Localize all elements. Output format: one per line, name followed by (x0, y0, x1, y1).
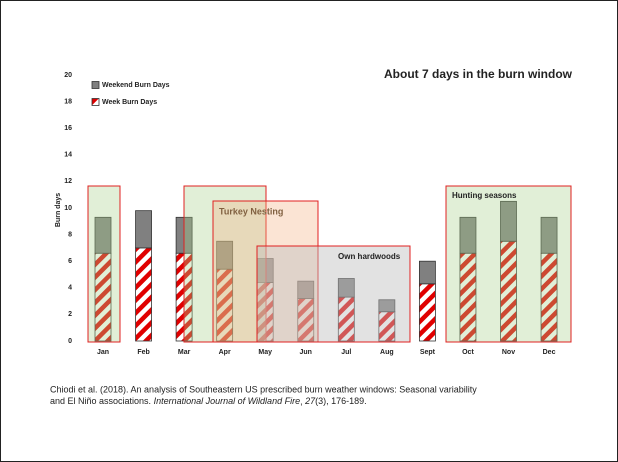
citation: Chiodi et al. (2018). An analysis of Sou… (50, 384, 477, 394)
citation-part: (3), 176-189. (315, 396, 367, 406)
x-tick-label: Feb (137, 349, 149, 356)
y-tick-label: 14 (64, 152, 72, 159)
annotation: Turkey Nesting (219, 206, 283, 216)
citation: and El Niño associations. International … (50, 396, 367, 406)
turkey-box (212, 200, 319, 343)
legend-swatch (91, 98, 100, 106)
bar-segment (418, 283, 436, 342)
y-tick-label: 20 (64, 72, 72, 79)
y-tick-label: 16 (64, 125, 72, 132)
x-tick-label: Sept (420, 349, 436, 356)
hunting-box (445, 185, 572, 343)
y-tick-label: 8 (68, 231, 72, 238)
x-tick-label: Nov (502, 349, 515, 356)
bar-segment (500, 200, 517, 242)
hardwoods-box (256, 245, 411, 343)
legend-swatch (91, 81, 100, 89)
x-tick-label: Apr (219, 349, 231, 356)
y-tick-label: 18 (64, 98, 72, 105)
y-tick-label: 10 (64, 205, 72, 212)
plot (94, 200, 558, 342)
bar-segment (418, 260, 436, 285)
bar-segment (94, 216, 112, 254)
chart-title: About 7 days in the burn window (384, 67, 573, 81)
x-tick-label: Jun (300, 349, 312, 356)
annotation-boxes (87, 185, 572, 343)
legend-label: Week Burn Days (102, 99, 157, 106)
season-box (87, 185, 121, 343)
legend-label: Weekend Burn Days (102, 82, 170, 89)
bar-segment (135, 247, 152, 342)
annotation: Own hardwoods (338, 252, 401, 261)
bar-segment (135, 210, 152, 249)
bar-segment (297, 280, 315, 299)
y-tick-label: 4 (68, 285, 72, 292)
x-tick-label: May (258, 349, 272, 356)
y-tick-label: 2 (68, 311, 72, 318)
x-tick-label: Jul (341, 349, 351, 356)
y-axis-label: Burn days (55, 193, 62, 227)
citation-part: and El Niño associations. (50, 396, 151, 406)
x-tick-label: Oct (462, 349, 474, 356)
y-tick-label: 6 (68, 258, 72, 265)
x-tick-label: Mar (178, 349, 191, 356)
y-tick-label: 12 (64, 178, 72, 185)
bar-segment (459, 216, 477, 254)
citation-journal: International Journal of Wildland Fire (154, 396, 301, 406)
citation-volume: 27 (304, 396, 316, 406)
annotation: Hunting seasons (452, 191, 517, 200)
bar-segment (378, 299, 396, 313)
x-tick-label: Dec (543, 349, 556, 356)
bar-segment (540, 216, 558, 254)
x-tick-label: Jan (97, 349, 109, 356)
bar-segment (216, 240, 234, 270)
bar-segment (337, 278, 355, 298)
y-tick-label: 0 (68, 338, 72, 345)
x-tick-label: Aug (380, 349, 394, 356)
